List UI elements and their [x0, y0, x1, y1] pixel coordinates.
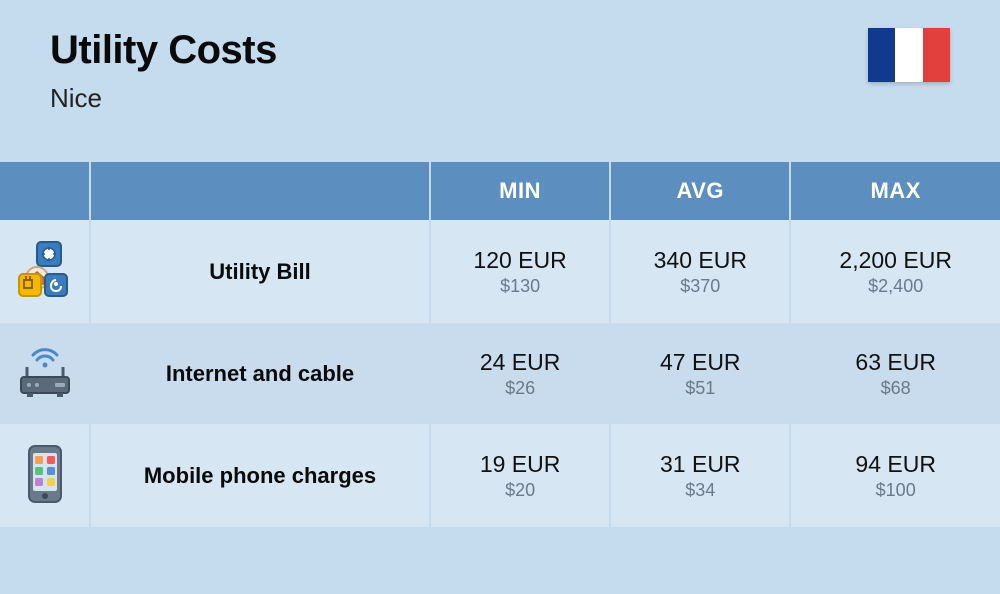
- cell-avg: 340 EUR $370: [610, 220, 790, 323]
- value-primary: 63 EUR: [799, 349, 992, 376]
- value-primary: 24 EUR: [439, 349, 601, 376]
- th-label: [90, 162, 430, 220]
- value-primary: 120 EUR: [439, 247, 601, 274]
- value-secondary: $68: [799, 378, 992, 399]
- cell-max: 94 EUR $100: [790, 424, 1000, 527]
- france-flag-icon: [868, 28, 950, 82]
- flag-stripe-blue: [868, 28, 895, 82]
- phone-icon: [13, 442, 77, 506]
- table-row: Internet and cable 24 EUR $26 47 EUR $51…: [0, 323, 1000, 424]
- row-icon-cell: [0, 323, 90, 424]
- value-secondary: $100: [799, 480, 992, 501]
- row-icon-cell: [0, 220, 90, 323]
- cell-max: 2,200 EUR $2,400: [790, 220, 1000, 323]
- row-label: Mobile phone charges: [90, 424, 430, 527]
- cell-min: 120 EUR $130: [430, 220, 610, 323]
- th-avg: AVG: [610, 162, 790, 220]
- costs-table: MIN AVG MAX: [0, 162, 1000, 527]
- value-secondary: $20: [439, 480, 601, 501]
- table-header-row: MIN AVG MAX: [0, 162, 1000, 220]
- value-primary: 31 EUR: [619, 451, 781, 478]
- header: Utility Costs Nice: [0, 0, 1000, 134]
- flag-stripe-red: [923, 28, 950, 82]
- th-min: MIN: [430, 162, 610, 220]
- title-block: Utility Costs Nice: [50, 28, 277, 114]
- table-row: Mobile phone charges 19 EUR $20 31 EUR $…: [0, 424, 1000, 527]
- flag-stripe-white: [895, 28, 922, 82]
- th-max: MAX: [790, 162, 1000, 220]
- value-secondary: $370: [619, 276, 781, 297]
- page-subtitle: Nice: [50, 83, 277, 114]
- cell-avg: 31 EUR $34: [610, 424, 790, 527]
- cell-avg: 47 EUR $51: [610, 323, 790, 424]
- value-primary: 340 EUR: [619, 247, 781, 274]
- value-primary: 94 EUR: [799, 451, 992, 478]
- value-secondary: $2,400: [799, 276, 992, 297]
- row-icon-cell: [0, 424, 90, 527]
- page-title: Utility Costs: [50, 28, 277, 73]
- cell-max: 63 EUR $68: [790, 323, 1000, 424]
- value-primary: 47 EUR: [619, 349, 781, 376]
- value-secondary: $51: [619, 378, 781, 399]
- value-primary: 19 EUR: [439, 451, 601, 478]
- th-icon: [0, 162, 90, 220]
- cell-min: 19 EUR $20: [430, 424, 610, 527]
- router-icon: [13, 341, 77, 405]
- cell-min: 24 EUR $26: [430, 323, 610, 424]
- row-label: Internet and cable: [90, 323, 430, 424]
- row-label: Utility Bill: [90, 220, 430, 323]
- value-secondary: $26: [439, 378, 601, 399]
- table-row: Utility Bill 120 EUR $130 340 EUR $370 2…: [0, 220, 1000, 323]
- value-secondary: $34: [619, 480, 781, 501]
- value-secondary: $130: [439, 276, 601, 297]
- value-primary: 2,200 EUR: [799, 247, 992, 274]
- utility-icon: [13, 238, 77, 302]
